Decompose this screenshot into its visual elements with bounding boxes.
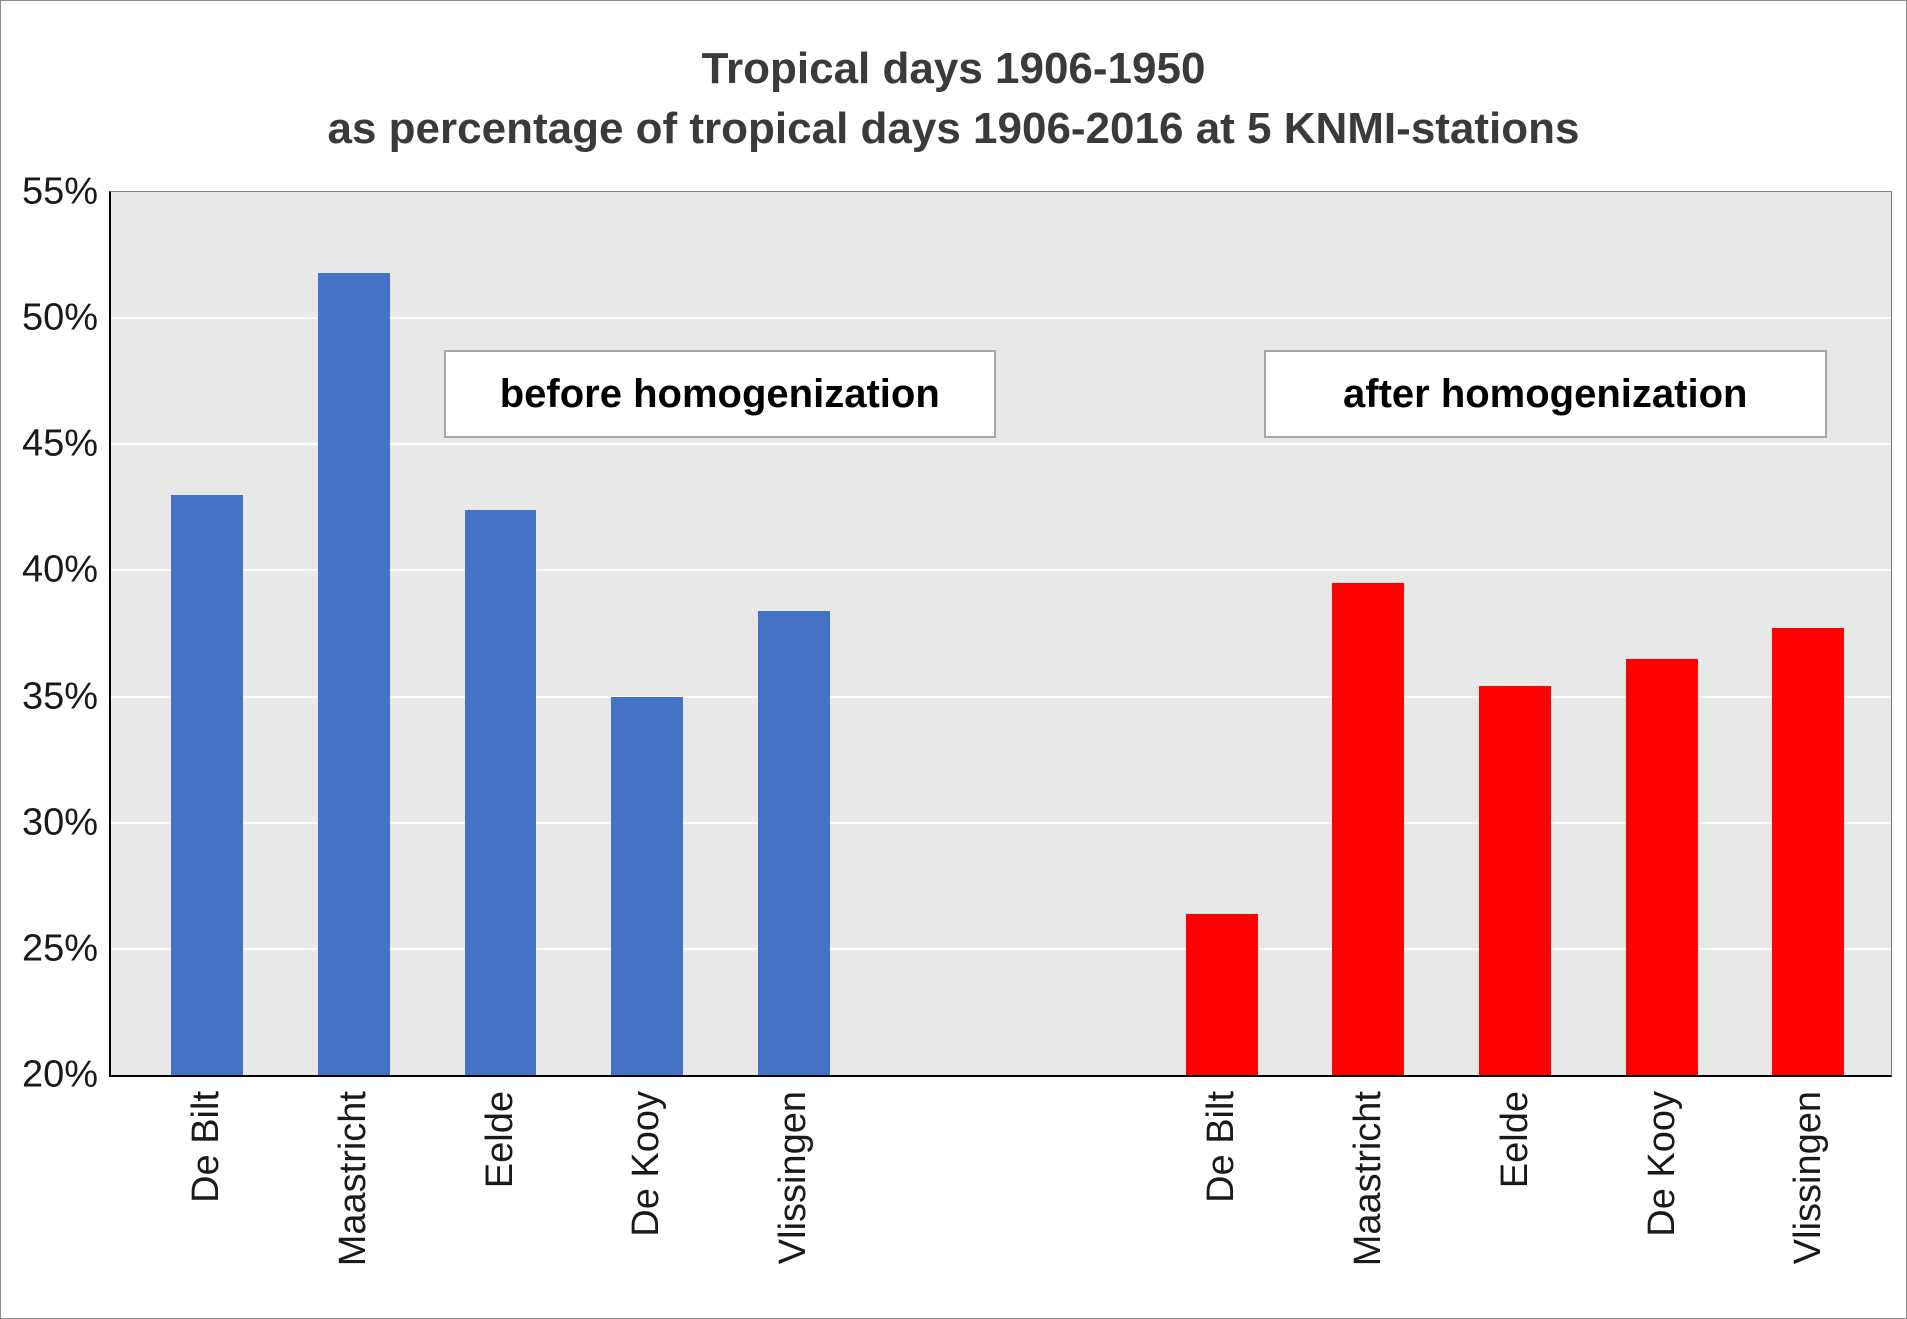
annotation-after-label: after homogenization: [1343, 371, 1748, 416]
gridline-35: [111, 695, 1891, 698]
bar-before-de-bilt: [171, 494, 244, 1075]
chart-title-line1: Tropical days 1906-1950: [701, 44, 1206, 93]
bar-after-de-kooy: [1625, 658, 1698, 1075]
bar-after-de-bilt: [1185, 913, 1258, 1075]
bar-after-maastricht: [1332, 583, 1405, 1075]
gridline-45: [111, 443, 1891, 446]
gridline-50: [111, 317, 1891, 320]
x-category-label-before-vlissingen: Vlissingen: [772, 1091, 815, 1265]
annotation-before-label: before homogenization: [499, 371, 940, 416]
bar-before-vlissingen: [757, 610, 830, 1075]
x-category-label-before-maastricht: Maastricht: [331, 1091, 374, 1267]
bar-after-eelde: [1479, 686, 1551, 1075]
y-tick-label-50: 50%: [21, 296, 98, 339]
x-category-label-before-de-bilt: De Bilt: [185, 1091, 228, 1203]
bar-before-de-kooy: [611, 696, 684, 1075]
chart-title-line2: as percentage of tropical days 1906-2016…: [327, 104, 1580, 153]
x-category-label-after-de-bilt: De Bilt: [1200, 1091, 1243, 1203]
x-category-label-before-de-kooy: De Kooy: [625, 1091, 668, 1237]
x-category-label-after-de-kooy: De Kooy: [1640, 1091, 1683, 1237]
annotation-before-homogenization: before homogenization: [443, 350, 996, 439]
bar-before-eelde: [464, 509, 537, 1075]
y-tick-label-25: 25%: [21, 927, 98, 970]
y-tick-label-20: 20%: [21, 1053, 98, 1096]
y-tick-label-30: 30%: [21, 801, 98, 844]
x-axis-labels: De Bilt Maastricht Eelde De Kooy Vlissingen D…: [110, 1079, 1891, 1315]
y-tick-label-55: 55%: [21, 170, 98, 213]
x-category-label-after-maastricht: Maastricht: [1347, 1091, 1390, 1267]
x-category-label-after-vlissingen: Vlissingen: [1787, 1091, 1830, 1265]
y-tick-label-40: 40%: [21, 548, 98, 591]
plot-area: before homogenization after homogenizati…: [109, 191, 1892, 1077]
annotation-after-homogenization: after homogenization: [1263, 350, 1827, 439]
gridline-30: [111, 821, 1891, 824]
x-category-label-before-eelde: Eelde: [478, 1091, 521, 1189]
bar-before-maastricht: [317, 272, 390, 1075]
y-tick-label-35: 35%: [21, 675, 98, 718]
gridline-25: [111, 947, 1891, 950]
bar-after-vlissingen: [1772, 628, 1845, 1075]
y-tick-label-45: 45%: [21, 422, 98, 465]
chart-title: Tropical days 1906-1950 as percentage of…: [1, 39, 1906, 159]
gridline-40: [111, 569, 1891, 572]
x-category-label-after-eelde: Eelde: [1493, 1091, 1536, 1189]
y-axis-labels: 20% 25% 30% 35% 40% 45% 50% 55%: [1, 171, 98, 1096]
